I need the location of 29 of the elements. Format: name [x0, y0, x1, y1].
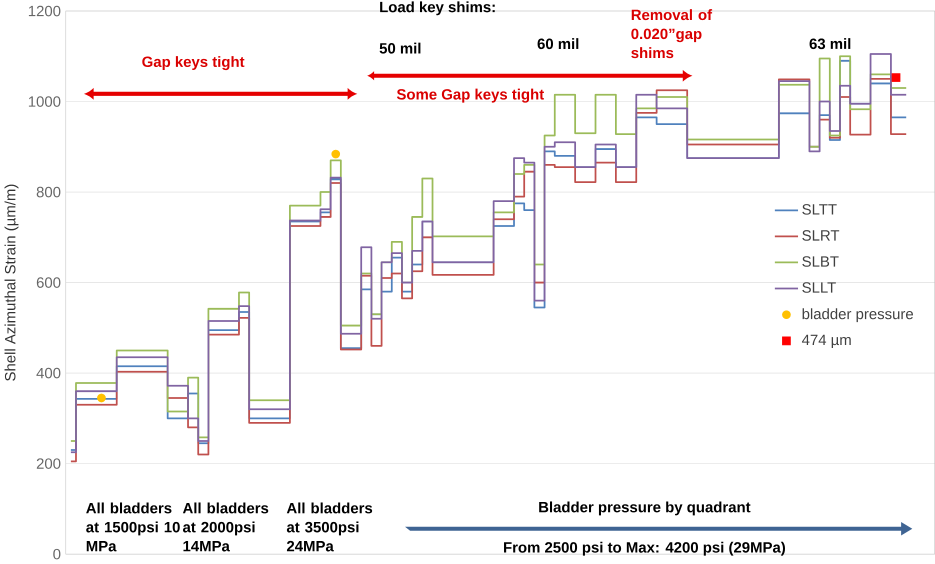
annotation: From 2500 psi to Max: 4200 psi (29MPa)	[504, 542, 786, 556]
annotation: Bladder pressure by quadrant	[539, 501, 750, 516]
annotation: 63 mil	[810, 38, 850, 50]
y-tick-label: 600	[36, 277, 60, 288]
annotation: All bladders at 1500psi 10 MPa	[86, 502, 180, 552]
annotation: Load key shims:	[380, 1, 495, 16]
legend-label: bladder pressure	[802, 308, 914, 322]
y-tick-label: 800	[36, 186, 60, 198]
annotation: Removal of 0.020”gap shims	[631, 9, 712, 58]
y-tick-label: 200	[36, 458, 60, 469]
y-tick-label: 400	[36, 368, 60, 378]
legend-label: SLTT	[802, 204, 837, 215]
annotation: 60 mil	[538, 38, 578, 50]
annotation: Gap keys tight	[142, 56, 244, 70]
point	[892, 73, 900, 82]
annotation: All bladders at 2000psi 14MPa	[182, 502, 268, 552]
legend-label: 474 µm	[802, 334, 851, 348]
legend-label: SLBT	[802, 256, 839, 267]
annotation: All bladders at 3500psi 24MPa	[286, 502, 372, 552]
y-tick-label: 0	[53, 548, 60, 560]
legend-label: SLLT	[802, 282, 836, 293]
annotation: 50 mil	[380, 42, 420, 54]
y-tick-label: 1200	[28, 6, 60, 16]
y-axis-title: Shell Azimuthal Strain (µm/m)	[4, 184, 18, 381]
point	[331, 150, 340, 158]
annotation: Some Gap keys tight	[396, 88, 544, 103]
point	[97, 394, 106, 402]
y-tick-label: 1000	[28, 96, 60, 107]
legend-label: SLRT	[802, 230, 840, 241]
